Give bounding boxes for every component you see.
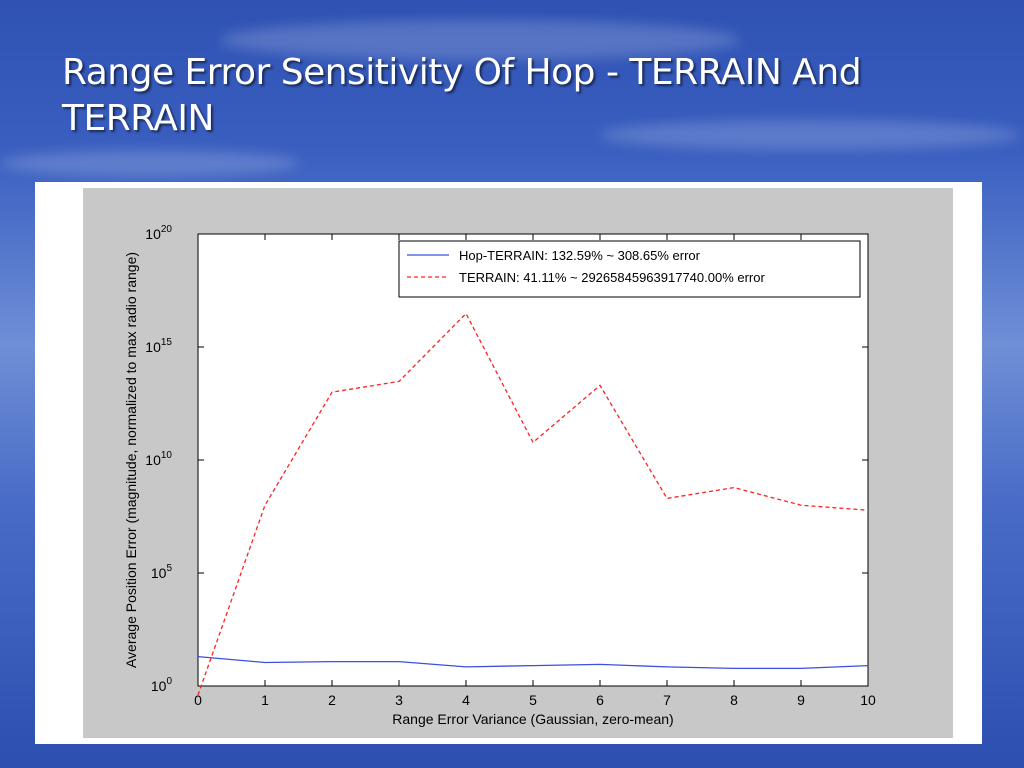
x-tick-label: 0 [194, 692, 202, 708]
series-layer [197, 312, 869, 696]
series-line-2 [197, 312, 869, 696]
y-tick-base: 10 [151, 678, 167, 694]
y-tick-exponent: 0 [166, 676, 172, 687]
figure-background: 0 1 2 3 4 5 6 7 8 9 10 100 105 1010 1015 1020 Hop-TERRA… [83, 188, 953, 738]
x-tick-label: 8 [730, 692, 738, 708]
y-tick-base: 10 [145, 452, 161, 468]
legend: Hop-TERRAIN: 132.59% ~ 308.65% error TERR… [398, 240, 861, 298]
y-tick-base: 10 [145, 339, 161, 355]
y-tick-exponent: 10 [161, 450, 173, 461]
x-tick-label: 4 [462, 692, 470, 708]
slide-title: Range Error Sensitivity Of Hop - TERRAIN… [62, 52, 862, 139]
y-tick-label: 105 [151, 563, 173, 581]
y-axis-label: Average Position Error (magnitude, norma… [123, 252, 139, 668]
series-line-1 [197, 655, 869, 670]
x-tick-label: 9 [797, 692, 805, 708]
x-tick-label: 7 [663, 692, 671, 708]
legend-entry: TERRAIN: 41.11% ~ 29265845963917740.00% … [459, 270, 765, 285]
legend-entry: Hop-TERRAIN: 132.59% ~ 308.65% error [459, 248, 701, 263]
x-tick-label: 2 [328, 692, 336, 708]
y-tick-label: 1010 [145, 450, 172, 468]
legend-box [398, 240, 861, 298]
y-tick-label: 100 [151, 676, 173, 694]
y-tick-label: 1015 [145, 337, 172, 355]
x-tick-label: 10 [860, 692, 876, 708]
figure-frame: 0 1 2 3 4 5 6 7 8 9 10 100 105 1010 1015 1020 Hop-TERRA… [35, 182, 982, 744]
y-tick-base: 10 [145, 226, 161, 242]
x-tick-label: 6 [596, 692, 604, 708]
x-tick-label: 1 [261, 692, 269, 708]
y-tick-exponent: 5 [166, 563, 172, 574]
y-tick-label: 1020 [145, 224, 172, 242]
x-tick-label: 3 [395, 692, 403, 708]
y-tick-base: 10 [151, 565, 167, 581]
y-tick-exponent: 15 [161, 337, 173, 348]
x-axis-label: Range Error Variance (Gaussian, zero-mea… [392, 711, 673, 727]
x-tick-label: 5 [529, 692, 537, 708]
plot-area [197, 233, 869, 687]
y-tick-exponent: 20 [161, 224, 173, 235]
